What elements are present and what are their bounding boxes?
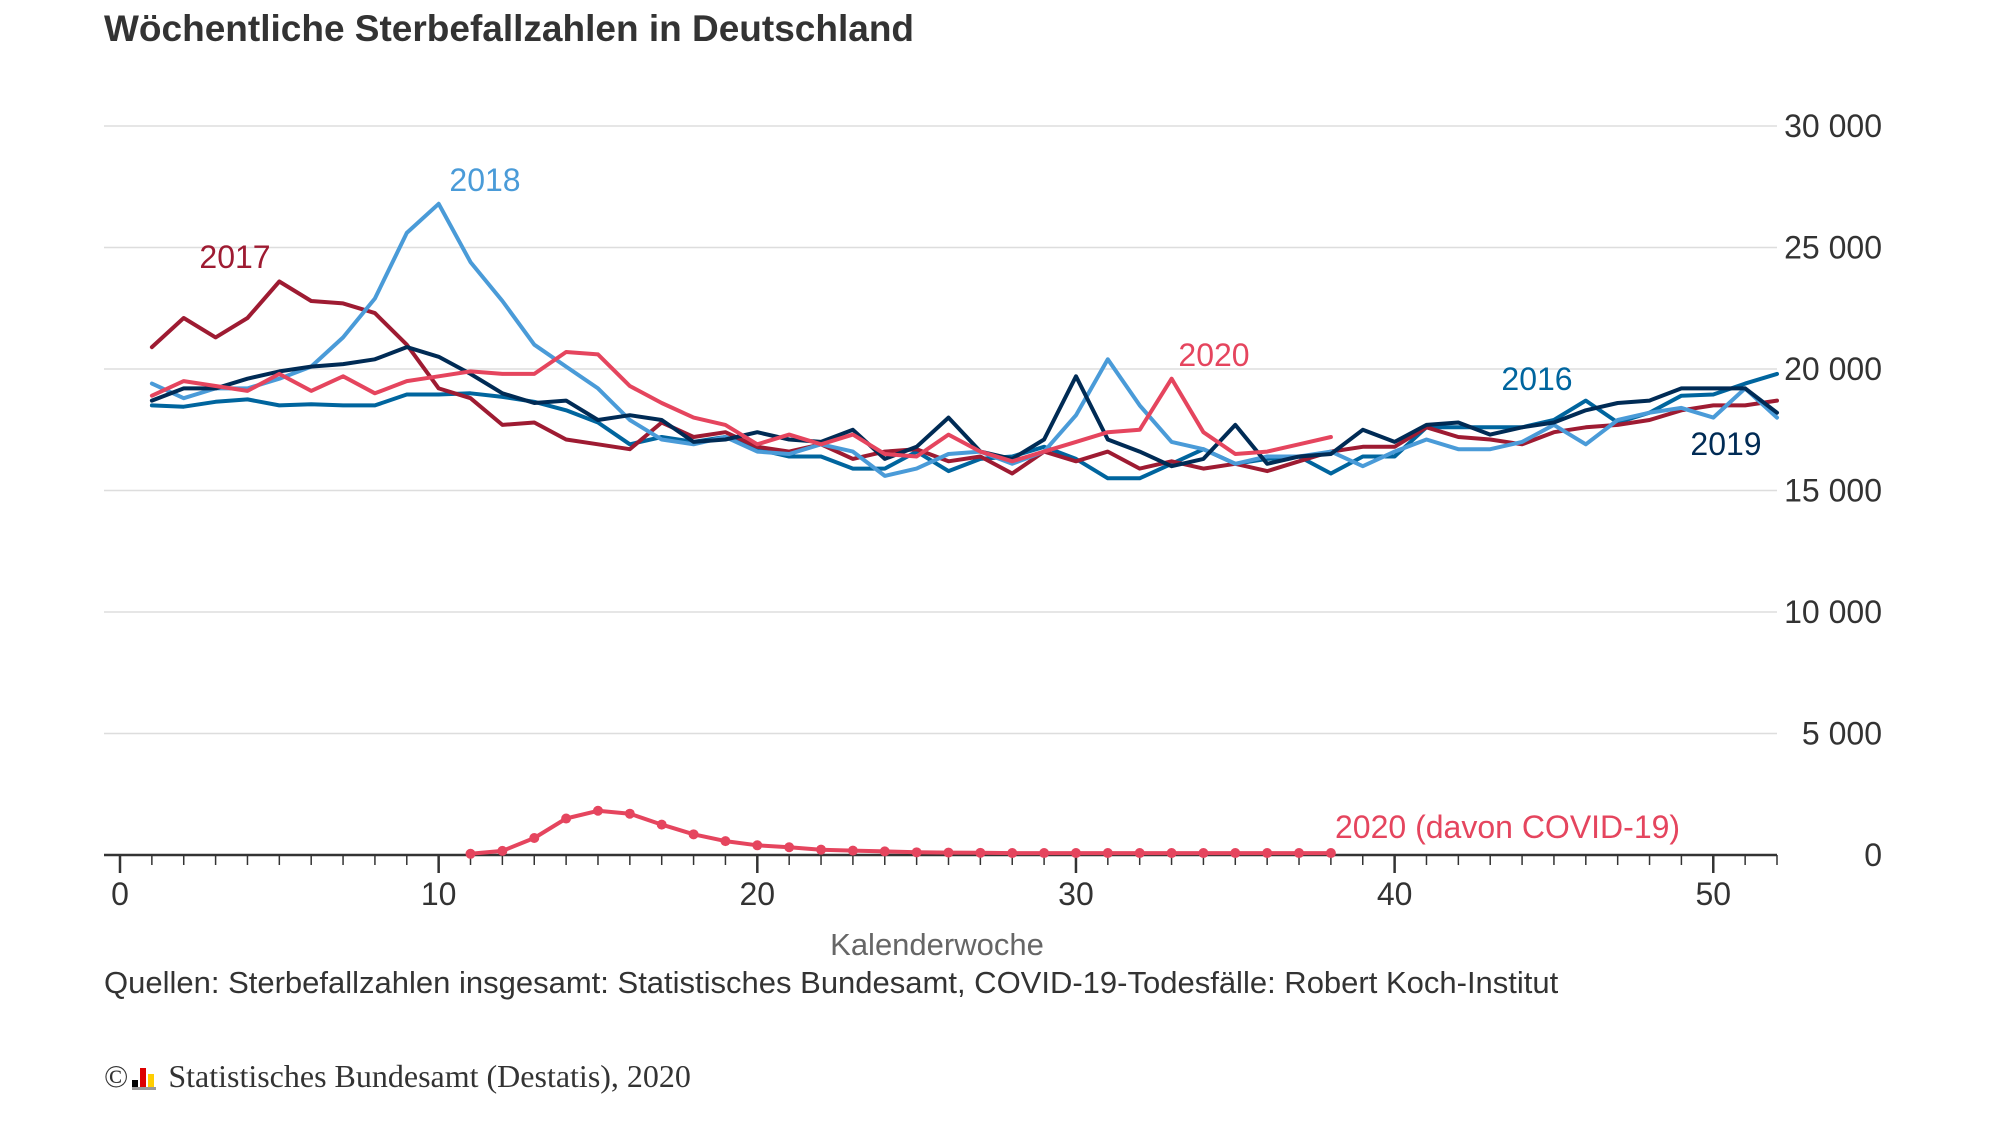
series-label: 2020 <box>1178 337 1249 373</box>
series-label: 2019 <box>1690 426 1761 462</box>
covid-data-point <box>816 844 827 855</box>
x-tick-label: 30 <box>1058 876 1094 912</box>
covid-data-point <box>1166 848 1177 859</box>
covid-data-point <box>943 847 954 858</box>
series-line-2020 <box>149 350 1333 464</box>
covid-data-point <box>1134 848 1145 859</box>
covid-data-point <box>656 819 667 830</box>
grid-lines <box>104 125 1777 735</box>
covid-data-point <box>688 829 699 840</box>
series-line-2016 <box>149 371 1779 481</box>
series-label: 2020 (davon COVID-19) <box>1335 809 1680 845</box>
series-line-2018 <box>149 201 1779 478</box>
series-line-2020-davon-covid-19 <box>468 808 1333 856</box>
covid-data-point <box>1102 848 1113 859</box>
covid-data-point <box>784 842 795 853</box>
series-labels: 2016 2017 2018 2019 2020 2020 (davon COVID-19… <box>199 162 1761 845</box>
covid-data-point <box>1198 848 1209 859</box>
covid-data-point <box>497 845 508 856</box>
covid-data-point <box>1070 848 1081 859</box>
covid-data-point <box>911 847 922 858</box>
covid-data-point <box>561 813 572 824</box>
series-label: 2017 <box>199 239 270 275</box>
covid-data-point <box>752 840 763 851</box>
covid-data-point <box>847 845 858 856</box>
x-axis-label: Kalenderwoche <box>830 927 1044 962</box>
copyright-symbol: © <box>104 1058 129 1094</box>
covid-data-point <box>529 832 540 843</box>
y-tick-label: 30 000 <box>1784 108 1882 144</box>
y-tick-label: 10 000 <box>1784 594 1882 630</box>
covid-data-point <box>624 808 635 819</box>
series-line-2017 <box>149 279 1779 476</box>
covid-data-point <box>1230 848 1241 859</box>
covid-data-point <box>1007 848 1018 859</box>
series-label: 2018 <box>449 162 520 198</box>
covid-data-point <box>879 846 890 857</box>
x-axis: 0 10 20 30 40 50 <box>104 853 1778 912</box>
y-tick-label: 20 000 <box>1784 351 1882 387</box>
series-label: 2016 <box>1501 361 1572 397</box>
chart-title: Wöchentliche Sterbefallzahlen in Deutsch… <box>104 8 915 49</box>
copyright: © Statistisches Bundesamt (Destatis), 20… <box>104 1058 691 1095</box>
covid-data-point <box>592 805 603 816</box>
x-tick-label: 40 <box>1377 876 1413 912</box>
y-tick-label: 0 <box>1864 837 1882 873</box>
covid-data-point <box>1325 848 1336 859</box>
covid-data-point <box>465 848 476 859</box>
y-axis: 0 5 000 10 000 15 000 20 000 25 000 30 000 <box>1784 108 1882 873</box>
series-lines <box>149 201 1779 859</box>
covid-data-point <box>1294 848 1305 859</box>
y-tick-label: 5 000 <box>1802 716 1882 752</box>
copyright-text: Statistisches Bundesamt (Destatis), 2020 <box>168 1058 691 1094</box>
x-tick-label: 50 <box>1695 876 1731 912</box>
covid-data-point <box>1262 848 1273 859</box>
series-line-2019 <box>149 345 1779 469</box>
covid-data-point <box>720 836 731 847</box>
destatis-logo-icon <box>132 1064 160 1090</box>
y-tick-label: 25 000 <box>1784 230 1882 266</box>
x-tick-label: 0 <box>111 876 129 912</box>
covid-data-point <box>1039 848 1050 859</box>
x-tick-label: 10 <box>421 876 457 912</box>
source-note: Quellen: Sterbefallzahlen insgesamt: Sta… <box>104 965 1559 1000</box>
x-tick-label: 20 <box>740 876 776 912</box>
y-tick-label: 15 000 <box>1784 473 1882 509</box>
covid-data-point <box>975 847 986 858</box>
